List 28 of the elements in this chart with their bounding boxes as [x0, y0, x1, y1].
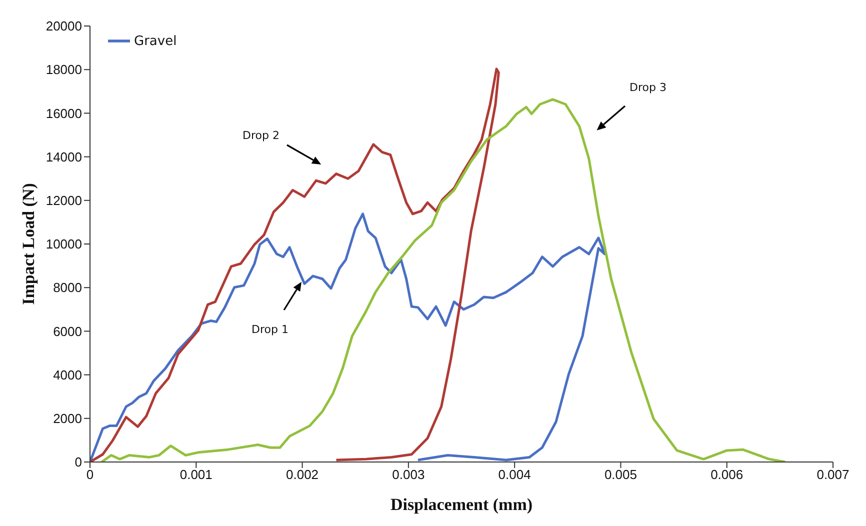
y-tick-label: 6000 [53, 324, 82, 339]
y-tick-label: 16000 [46, 106, 82, 121]
annotation: Drop 1 [252, 323, 288, 336]
y-tick-label: 10000 [46, 236, 82, 252]
line-series [90, 212, 606, 462]
y-tick-label: 8000 [53, 280, 82, 296]
y-tick-label: 18000 [46, 62, 82, 78]
y-axis-title: Impact Load (N) [19, 183, 38, 305]
x-tick-label: 0.006 [710, 467, 744, 482]
y-tick-label: 14000 [46, 149, 82, 164]
y-tick-label: 12000 [46, 193, 82, 208]
x-tick-label: 0.007 [816, 467, 850, 482]
y-tick-label: 2000 [53, 411, 82, 426]
x-axis-title: Displacement (mm) [390, 495, 533, 514]
x-tick-label: 0.002 [286, 467, 319, 482]
line-series [90, 68, 500, 462]
line-series [100, 98, 786, 462]
annotation: Drop 3 [630, 81, 666, 94]
y-tick-label: 20000 [46, 18, 82, 34]
x-tick-label: 0.005 [604, 467, 637, 482]
x-tick-label: 0.004 [498, 467, 531, 482]
legend-label: Gravel [134, 34, 177, 49]
y-tick-label: 0 [74, 454, 82, 470]
annotation: Drop 2 [242, 129, 280, 142]
x-tick-label: 0.003 [392, 467, 425, 482]
x-tick-label: 0 [86, 467, 94, 482]
y-tick-label: 4000 [53, 367, 82, 382]
x-tick-label: 0.001 [180, 467, 212, 482]
